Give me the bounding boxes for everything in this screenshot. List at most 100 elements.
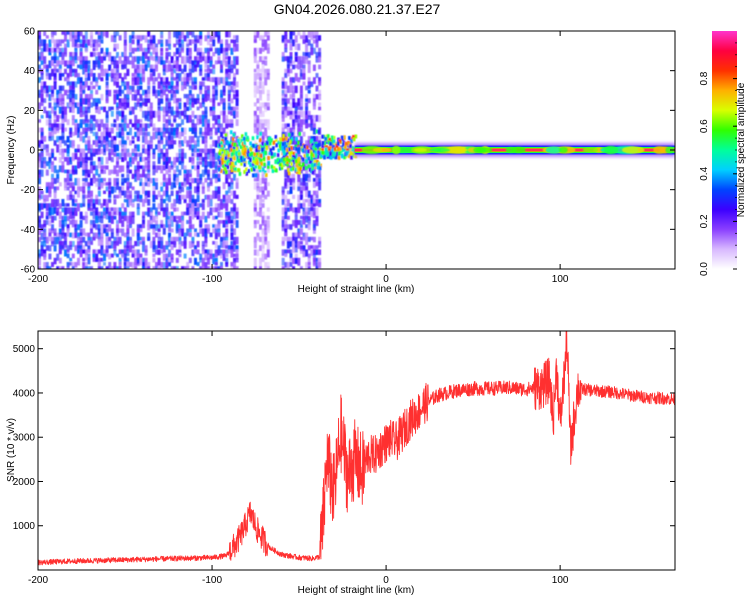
heatmap-cell (252, 167, 256, 172)
heatmap-cell (110, 211, 114, 218)
heatmap-cell (69, 232, 73, 238)
heatmap-cell (131, 85, 135, 93)
heatmap-cell (165, 194, 169, 201)
heatmap-cell (157, 144, 161, 153)
heatmap-cell (302, 211, 306, 217)
heatmap-cell (186, 266, 190, 269)
heatmap-cell (173, 161, 177, 168)
heatmap-cell (307, 253, 311, 259)
heatmap-cell (134, 68, 138, 74)
heatmap-cell (247, 155, 250, 160)
heatmap-cell (136, 43, 140, 50)
heatmap-cell (45, 262, 49, 267)
heatmap-cell (242, 152, 246, 157)
heatmap-cell (201, 52, 205, 61)
heatmap-cell (66, 224, 70, 231)
heatmap-cell (43, 39, 47, 46)
heatmap-cell (131, 253, 135, 258)
heatmap-cell (284, 232, 288, 237)
heatmap-cell (123, 241, 127, 248)
heatmap-cell (123, 102, 127, 110)
heatmap-cell (66, 81, 70, 86)
heatmap-cell (299, 56, 303, 61)
heatmap-cell (53, 186, 57, 193)
heatmap-cell (311, 157, 315, 162)
heatmap-cell (74, 211, 78, 216)
heatmap-cell (113, 47, 117, 52)
heatmap-cell (77, 131, 80, 138)
heatmap-cell (118, 262, 122, 267)
heatmap-cell (168, 173, 171, 181)
heatmap-cell (126, 131, 130, 136)
heatmap-cell (259, 165, 262, 170)
heatmap-cell (254, 160, 257, 165)
heatmap-cell (181, 182, 184, 187)
heatmap-cell (320, 153, 324, 158)
heatmap-cell (181, 215, 184, 221)
heatmap-cell (136, 169, 140, 177)
heatmap-cell (233, 262, 236, 269)
heatmap-cell (214, 173, 218, 179)
heatmap-cell (165, 253, 169, 258)
heatmap-cell (84, 127, 88, 133)
heatmap-cell (64, 115, 67, 123)
heatmap-cell (336, 151, 339, 156)
heatmap-cell (297, 194, 301, 203)
heatmap-cell (173, 52, 177, 57)
heatmap-cell (95, 215, 99, 224)
heatmap-cell (319, 163, 322, 168)
heatmap-cell (126, 94, 130, 100)
heatmap-cell (123, 178, 127, 183)
heatmap-cell (92, 131, 96, 137)
heatmap-cell (281, 220, 285, 228)
heatmap-cell (217, 60, 221, 64)
heatmap-cell (77, 56, 80, 61)
heatmap-cell (227, 153, 230, 158)
heatmap-cell (97, 56, 101, 65)
heatmap-cell (90, 73, 93, 77)
heatmap-cell (69, 220, 73, 225)
heatmap-cell (170, 56, 174, 64)
heatmap-cell (299, 106, 303, 111)
heatmap-cell (224, 163, 228, 168)
heatmap-cell (74, 207, 78, 216)
heatmap-cell (118, 123, 122, 128)
heatmap-cell (310, 47, 314, 56)
heatmap-cell (212, 35, 216, 44)
heatmap-cell (329, 144, 332, 149)
heatmap-cell (204, 161, 208, 168)
heatmap-cell (79, 102, 83, 111)
heatmap-cell (173, 127, 177, 136)
heatmap-cell (324, 147, 328, 152)
heatmap-cell (69, 194, 73, 201)
heatmap-cell (157, 115, 161, 122)
heatmap-cell (123, 199, 127, 203)
heatmap-cell (56, 211, 60, 216)
heatmap-cell (139, 81, 143, 85)
heatmap-cell (40, 152, 44, 157)
heatmap-cell (209, 131, 213, 137)
heatmap-cell (212, 224, 216, 228)
heatmap-cell (149, 102, 153, 108)
heatmap-cell (241, 150, 244, 155)
heatmap-cell (294, 43, 298, 51)
heatmap-cell (118, 102, 122, 109)
heatmap-cell (214, 253, 218, 259)
carrier-blob (391, 145, 401, 155)
heatmap-cell (261, 110, 265, 117)
heatmap-cell (38, 77, 41, 83)
heatmap-cell (289, 241, 293, 247)
heatmap-cell (278, 162, 282, 167)
heatmap-cell (97, 173, 101, 178)
heatmap-cell (48, 245, 52, 252)
heatmap-cell (286, 39, 290, 43)
heatmap-cell (253, 224, 257, 229)
heatmap-cell (233, 253, 236, 258)
heatmap-cell (256, 73, 260, 80)
heatmap-cell (79, 43, 83, 48)
heatmap-cell (253, 39, 257, 44)
heatmap-cell (126, 102, 130, 108)
heatmap-cell (264, 68, 268, 77)
heatmap-cell (312, 257, 316, 265)
heatmap-cell (116, 115, 119, 121)
